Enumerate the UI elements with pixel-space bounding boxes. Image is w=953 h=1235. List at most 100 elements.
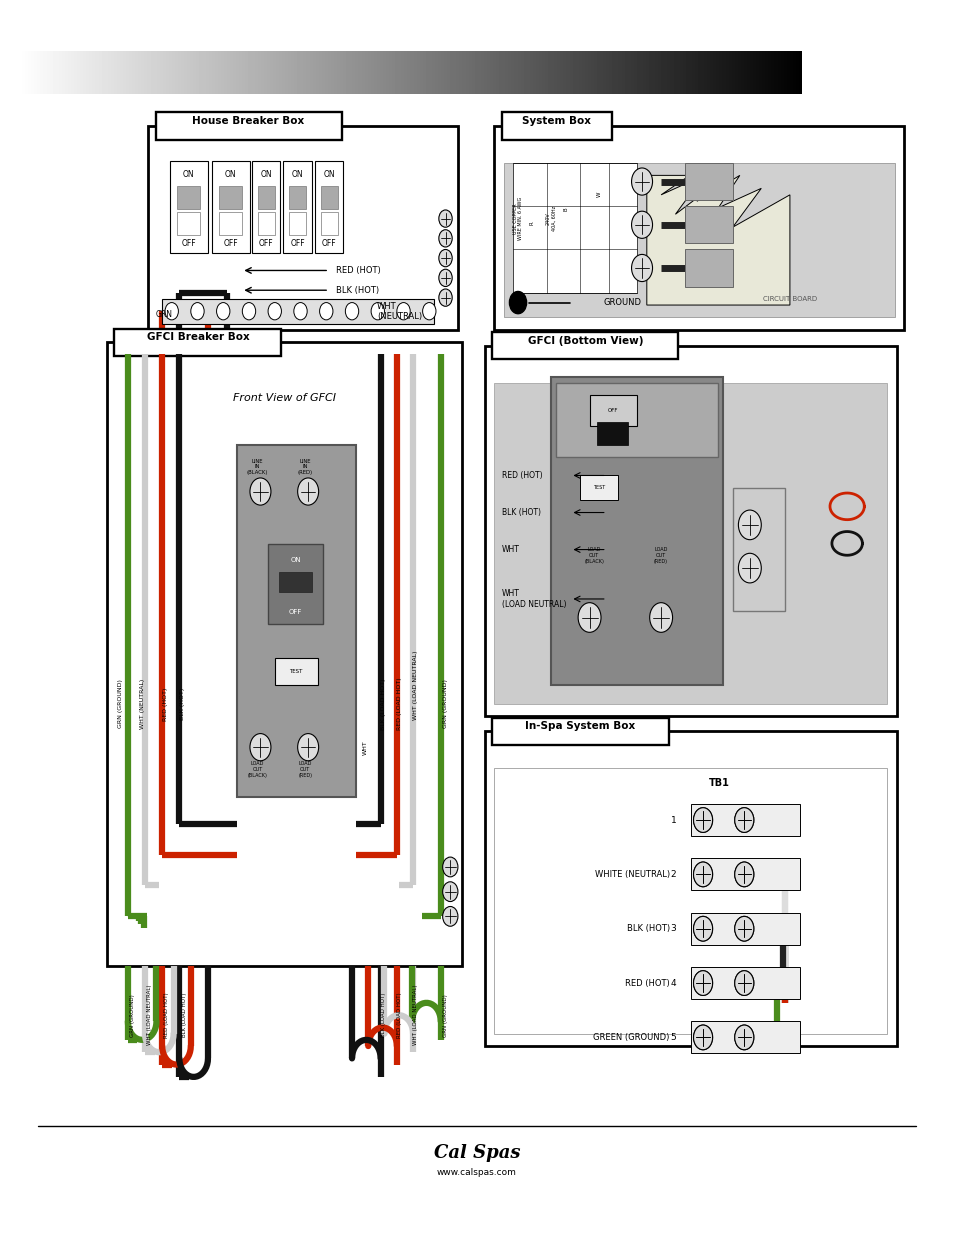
Bar (219, 212, 242, 235)
Circle shape (297, 478, 318, 505)
Text: OFF: OFF (181, 238, 196, 248)
Bar (551, 377, 722, 685)
Text: OFF: OFF (290, 238, 305, 248)
Text: WHT
(LOAD NEUTRAL): WHT (LOAD NEUTRAL) (501, 589, 566, 609)
Circle shape (693, 916, 712, 941)
Bar (492, 718, 668, 745)
Text: In-Spa System Box: In-Spa System Box (525, 721, 635, 731)
Text: GROUND: GROUND (603, 298, 641, 308)
Text: BLK (HOT): BLK (HOT) (501, 508, 540, 517)
Text: System Box: System Box (521, 116, 591, 126)
Circle shape (734, 808, 753, 832)
Text: WHT: WHT (362, 740, 368, 755)
Text: 5: 5 (670, 1032, 676, 1042)
Circle shape (396, 303, 410, 320)
Text: OFF: OFF (258, 238, 274, 248)
Circle shape (738, 510, 760, 540)
Text: ON: ON (292, 169, 303, 179)
Circle shape (442, 882, 457, 902)
Text: RED (LOAD HOT): RED (LOAD HOT) (164, 993, 170, 1037)
Circle shape (693, 916, 712, 941)
Text: GRN (GROUND): GRN (GROUND) (442, 679, 448, 729)
Text: TB1: TB1 (708, 778, 729, 788)
Bar (684, 163, 732, 200)
Text: House Breaker Box: House Breaker Box (193, 116, 304, 126)
Text: RED (HOT): RED (HOT) (162, 687, 168, 720)
Circle shape (216, 303, 230, 320)
Bar (492, 332, 678, 359)
Text: Cal Spas: Cal Spas (434, 1145, 519, 1162)
Circle shape (693, 1025, 712, 1050)
Text: RED (LOAD HOT): RED (LOAD HOT) (396, 993, 402, 1037)
Circle shape (165, 303, 178, 320)
Text: W: W (596, 191, 601, 196)
Text: GRN: GRN (155, 310, 172, 320)
Bar (257, 186, 274, 209)
Bar (219, 186, 242, 209)
Circle shape (250, 734, 271, 761)
Text: LINE
IN
(RED): LINE IN (RED) (297, 458, 313, 475)
Circle shape (734, 1025, 753, 1050)
Bar (690, 967, 800, 999)
Text: LINE
IN
(BLACK): LINE IN (BLACK) (247, 458, 268, 475)
Text: WHT
(NEUTRAL): WHT (NEUTRAL) (376, 301, 421, 321)
Circle shape (268, 303, 281, 320)
Text: WHT (LOAD NEUTRAL): WHT (LOAD NEUTRAL) (413, 651, 418, 720)
Bar (274, 658, 317, 685)
Circle shape (734, 808, 753, 832)
Text: BLK (LOAD HOT): BLK (LOAD HOT) (380, 678, 386, 730)
Circle shape (319, 303, 333, 320)
Text: R: R (529, 221, 535, 226)
Bar (484, 731, 896, 1046)
Text: ON: ON (290, 557, 301, 563)
Text: TEST: TEST (593, 485, 604, 490)
Text: BLK (LOAD HOT): BLK (LOAD HOT) (380, 993, 386, 1037)
Text: LOAD
OUT
(RED): LOAD OUT (RED) (654, 547, 667, 564)
Text: LOAD
OUT
(RED): LOAD OUT (RED) (298, 761, 312, 778)
Text: GREEN (GROUND): GREEN (GROUND) (593, 1032, 669, 1042)
Text: WHT (LOAD NEUTRAL): WHT (LOAD NEUTRAL) (413, 986, 418, 1045)
Bar (283, 161, 312, 253)
Bar (148, 126, 457, 330)
Text: RED (LOAD HOT): RED (LOAD HOT) (396, 678, 402, 730)
Text: RED (HOT): RED (HOT) (624, 978, 669, 988)
Text: ON: ON (225, 169, 236, 179)
Text: ON: ON (183, 169, 194, 179)
Bar (162, 299, 434, 324)
Text: WHT (NEUTRAL): WHT (NEUTRAL) (139, 679, 145, 729)
Circle shape (734, 971, 753, 995)
Text: GFCI Breaker Box: GFCI Breaker Box (147, 332, 249, 342)
Circle shape (734, 916, 753, 941)
Bar (320, 186, 337, 209)
Text: GRN (GROUND): GRN (GROUND) (442, 994, 448, 1036)
Circle shape (631, 254, 652, 282)
Circle shape (738, 553, 760, 583)
Circle shape (191, 303, 204, 320)
Bar (556, 383, 718, 457)
Circle shape (438, 210, 452, 227)
Text: B: B (562, 207, 568, 210)
Text: 2: 2 (670, 869, 676, 879)
Circle shape (294, 303, 307, 320)
Bar (690, 804, 800, 836)
Bar (589, 395, 637, 426)
Circle shape (693, 808, 712, 832)
Text: BLK (HOT): BLK (HOT) (179, 688, 185, 720)
Circle shape (631, 168, 652, 195)
Bar (155, 112, 341, 140)
Circle shape (297, 734, 318, 761)
Text: www.calspas.com: www.calspas.com (436, 1167, 517, 1177)
Bar (494, 383, 886, 704)
Polygon shape (646, 175, 789, 305)
Text: LOAD
OUT
(BLACK): LOAD OUT (BLACK) (248, 761, 267, 778)
Bar (268, 543, 323, 624)
Text: 4: 4 (670, 978, 676, 988)
Bar (513, 163, 637, 293)
Bar (177, 186, 200, 209)
Circle shape (242, 303, 255, 320)
Text: OFF: OFF (321, 238, 336, 248)
Text: WHT (LOAD NEUTRAL): WHT (LOAD NEUTRAL) (147, 986, 152, 1045)
Bar (732, 488, 784, 611)
Bar (177, 212, 200, 235)
Text: BLK (LOAD HOT): BLK (LOAD HOT) (181, 993, 187, 1037)
